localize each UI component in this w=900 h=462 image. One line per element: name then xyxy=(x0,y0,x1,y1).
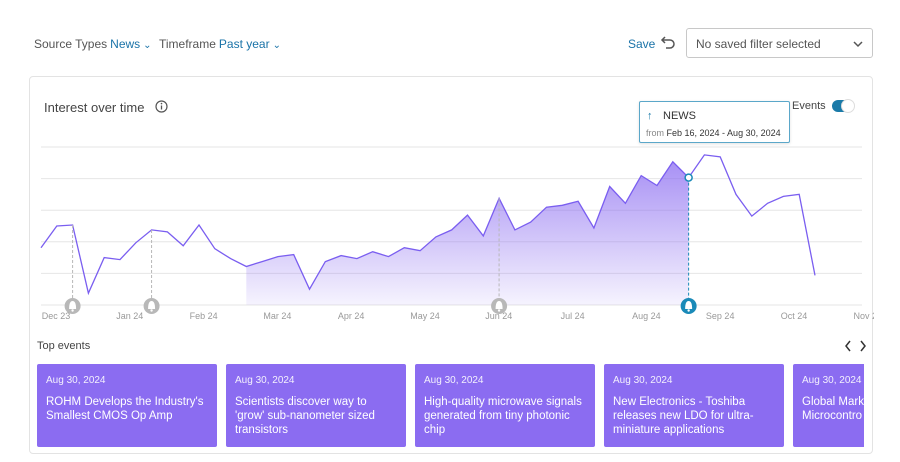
card-title: Interest over time xyxy=(44,100,145,115)
x-tick-label: May 24 xyxy=(410,311,440,321)
events-toggle-label: Events xyxy=(792,100,826,112)
event-date: Aug 30, 2024 xyxy=(802,375,862,386)
event-marker xyxy=(64,225,81,314)
x-tick-label: Aug 24 xyxy=(632,311,661,321)
event-card[interactable]: Aug 30, 2024 New Electronics - Toshiba r… xyxy=(604,364,784,447)
tooltip-range-value: Feb 16, 2024 - Aug 30, 2024 xyxy=(666,128,781,138)
x-tick-label: Jan 24 xyxy=(116,311,143,321)
x-tick-label: Nov 24 xyxy=(854,311,874,321)
chart-tooltip: ↑ NEWS from Feb 16, 2024 - Aug 30, 2024 xyxy=(639,101,790,143)
event-card[interactable]: Aug 30, 2024 Scientists discover way to … xyxy=(226,364,406,447)
interest-over-time-card: Interest over time Events Dec 23 Jan 24 Fe… xyxy=(29,76,874,454)
event-marker-active xyxy=(680,177,697,314)
source-types-label: Source Types xyxy=(34,37,108,51)
hover-point xyxy=(684,173,693,182)
timeframe-filter[interactable]: Timeframe Past year ⌄ xyxy=(159,37,281,51)
carousel-nav xyxy=(845,340,866,352)
event-marker xyxy=(491,198,508,314)
event-title: High-quality microwave signals generated… xyxy=(424,396,582,436)
event-date: Aug 30, 2024 xyxy=(235,375,295,386)
x-tick-label: Jun 24 xyxy=(485,311,512,321)
tooltip-range: from Feb 16, 2024 - Aug 30, 2024 xyxy=(646,128,781,138)
x-tick-label: Feb 24 xyxy=(190,311,218,321)
events-toggle[interactable] xyxy=(832,99,855,113)
chevron-right-icon xyxy=(860,340,866,352)
event-date: Aug 30, 2024 xyxy=(613,375,673,386)
x-tick-label: Dec 23 xyxy=(42,311,71,321)
save-button[interactable]: Save xyxy=(628,37,656,51)
x-tick-label: Apr 24 xyxy=(338,311,365,321)
event-date: Aug 30, 2024 xyxy=(424,375,484,386)
source-types-value: News xyxy=(110,37,141,51)
arrow-up-icon: ↑ xyxy=(647,110,653,122)
event-markers xyxy=(64,173,697,314)
chevron-down-icon: ⌄ xyxy=(272,40,281,51)
timeframe-value: Past year xyxy=(218,37,270,51)
highlight-area xyxy=(246,161,689,305)
event-card[interactable]: Aug 30, 2024 High-quality microwave sign… xyxy=(415,364,595,447)
chevron-left-icon xyxy=(845,340,851,352)
event-card[interactable]: Aug 30, 2024 ROHM Develops the Industry'… xyxy=(37,364,217,447)
event-title: ROHM Develops the Industry's Smallest CM… xyxy=(46,396,204,422)
filter-bar: Source Types News ⌄ Timeframe Past year ⌄ Sa… xyxy=(0,0,900,76)
x-tick-label: Jul 24 xyxy=(561,311,585,321)
event-title: Global Market Quad Flat Pa Microcontro xyxy=(802,396,864,422)
chevron-down-icon xyxy=(853,41,863,48)
event-card[interactable]: Aug 30, 2024 Global Market Quad Flat Pa … xyxy=(793,364,864,447)
top-events-list: Aug 30, 2024 ROHM Develops the Industry'… xyxy=(37,364,864,448)
timeframe-label: Timeframe xyxy=(159,37,216,51)
undo-icon[interactable] xyxy=(660,34,676,50)
x-tick-label: Sep 24 xyxy=(706,311,735,321)
event-title: New Electronics - Toshiba releases new L… xyxy=(613,396,754,436)
toggle-knob xyxy=(841,99,855,113)
info-icon[interactable] xyxy=(155,100,168,113)
source-types-filter[interactable]: Source Types News ⌄ xyxy=(34,37,152,51)
top-events-heading: Top events xyxy=(37,340,91,352)
interest-chart: Dec 23 Jan 24 Feb 24 Mar 24 Apr 24 May 24 Jun … xyxy=(40,146,874,321)
event-date: Aug 30, 2024 xyxy=(46,375,106,386)
saved-filter-value: No saved filter selected xyxy=(696,37,821,51)
event-title: Scientists discover way to 'grow' sub-na… xyxy=(235,396,375,436)
x-tick-label: Mar 24 xyxy=(263,311,291,321)
x-tick-label: Oct 24 xyxy=(781,311,808,321)
event-marker xyxy=(143,229,160,314)
tooltip-from-label: from xyxy=(646,128,664,138)
tooltip-series: NEWS xyxy=(663,110,696,122)
saved-filter-select[interactable]: No saved filter selected xyxy=(686,28,873,58)
chevron-down-icon: ⌄ xyxy=(143,40,152,51)
x-axis-ticks: Dec 23 Jan 24 Feb 24 Mar 24 Apr 24 May 24 Jun … xyxy=(42,311,874,321)
